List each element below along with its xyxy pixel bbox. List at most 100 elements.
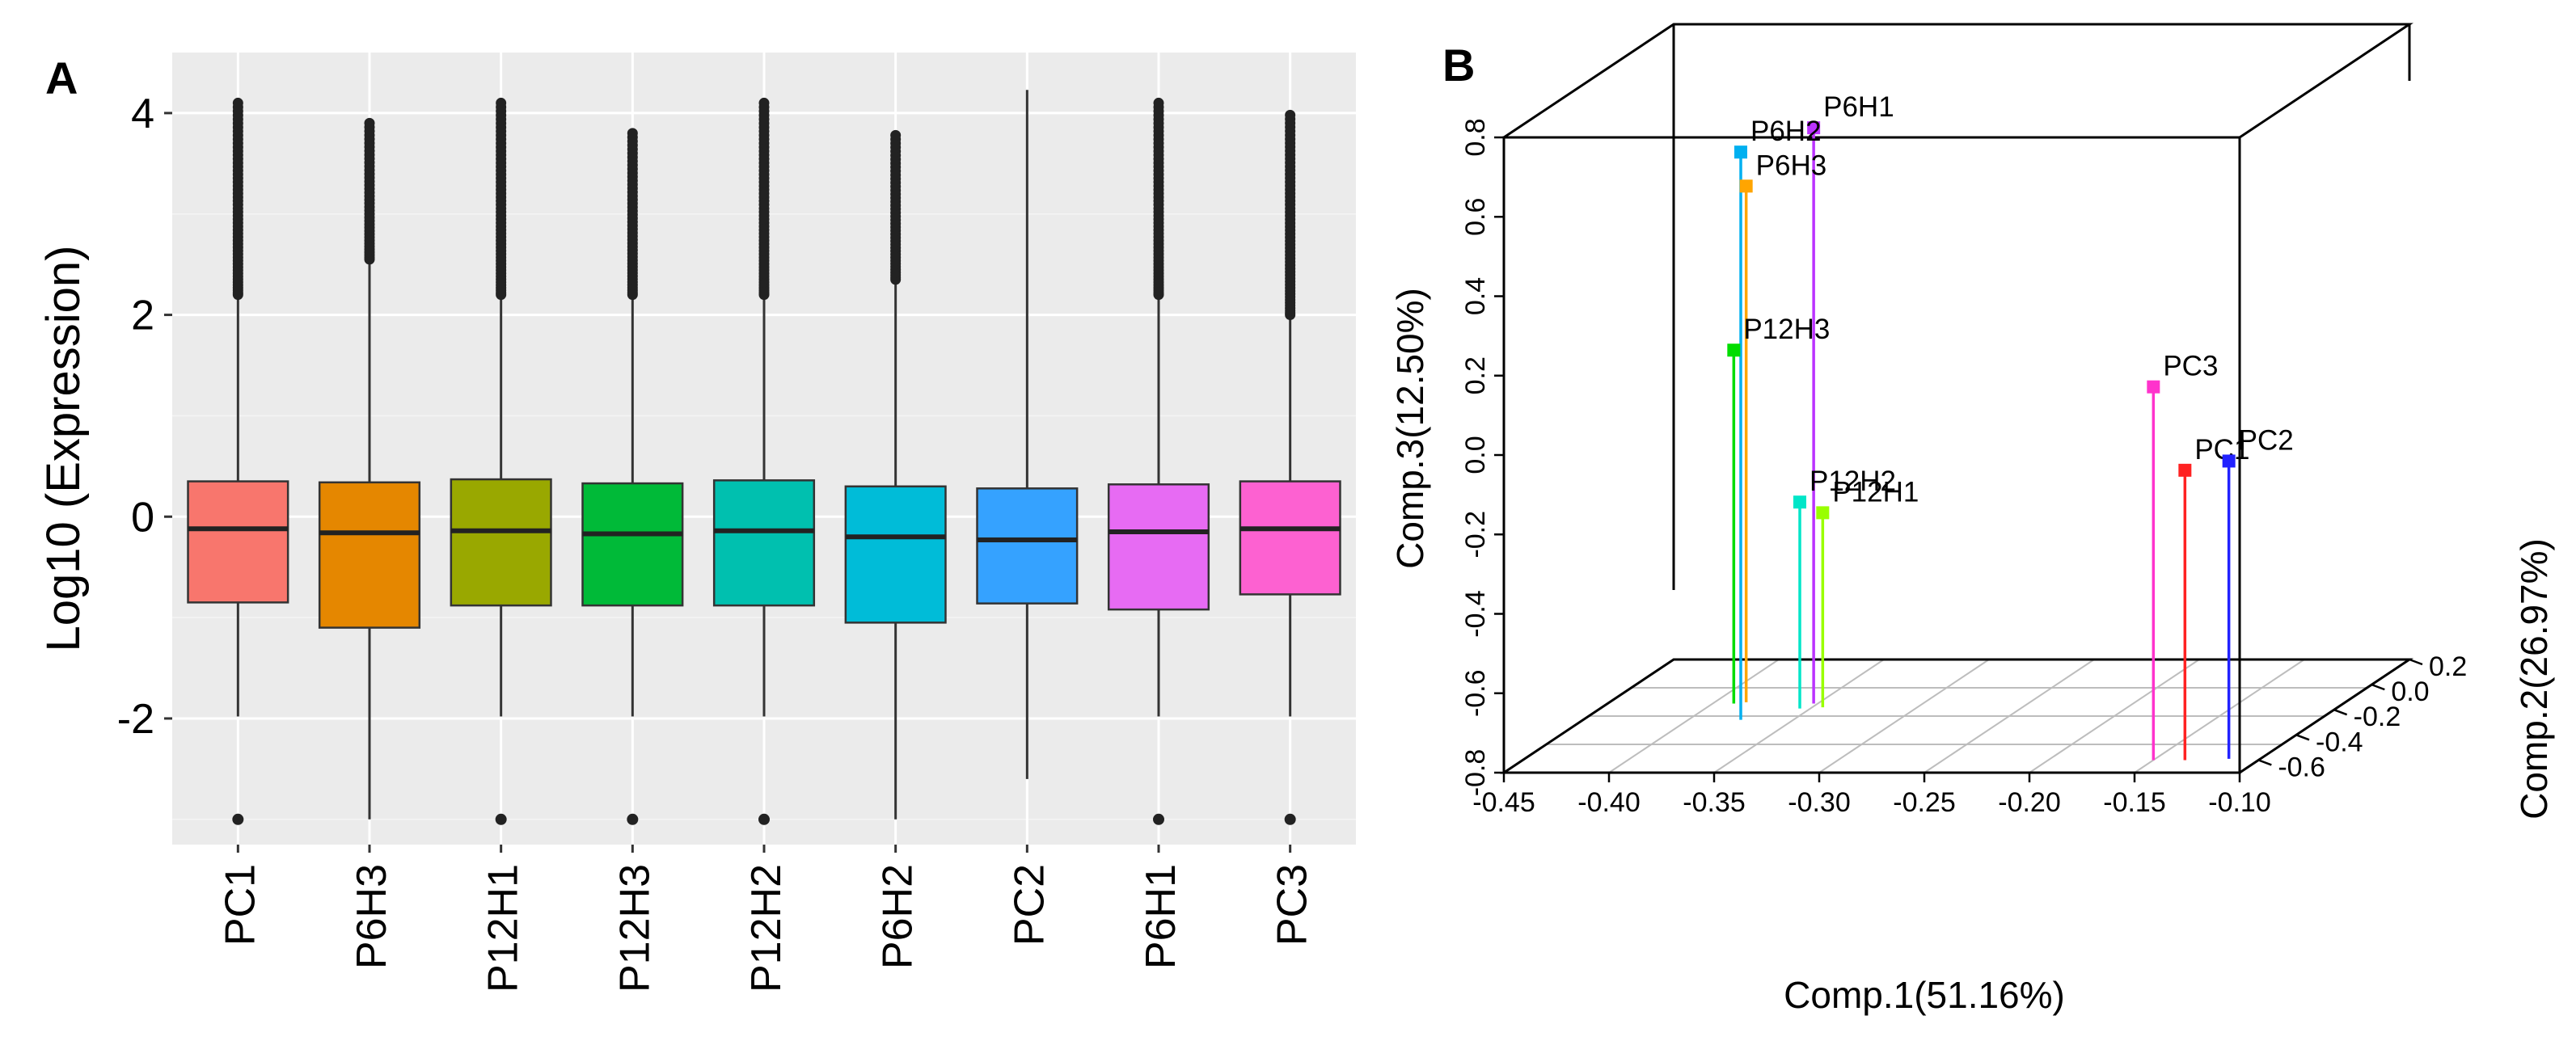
box-body	[318, 481, 421, 629]
outlier-point	[758, 97, 770, 108]
point-P6H2	[1734, 145, 1747, 159]
x-tick-label: PC2	[1006, 864, 1053, 946]
x-tick-label: P6H1	[1138, 864, 1185, 969]
outlier-point	[627, 128, 638, 139]
x-tick-label: P6H2	[875, 864, 922, 969]
y-tick-label: -0.2	[2354, 702, 2401, 732]
y-tick-label: 4	[131, 91, 154, 137]
outlier-point	[495, 813, 507, 825]
outlier-point	[890, 129, 902, 141]
point-label-P6H1: P6H1	[1823, 91, 1894, 123]
point-label-PC3: PC3	[2163, 351, 2218, 382]
x-tick-label: -0.40	[1577, 787, 1641, 818]
point-label-PC2: PC2	[2239, 424, 2294, 456]
y-axis-label: Log10 (Expression)	[37, 246, 90, 652]
box-P6H1	[1107, 97, 1210, 825]
box-body	[844, 485, 947, 624]
y-tick-label: -2	[117, 696, 154, 743]
top-face	[1503, 23, 2413, 139]
y-tick-label: 0.2	[2429, 651, 2467, 682]
z-tick-label: 0.4	[1460, 277, 1491, 315]
outlier-point	[1153, 813, 1164, 825]
box-body	[1239, 480, 1341, 596]
z-tick-label: 0.2	[1460, 356, 1491, 394]
point-P6H1	[1807, 121, 1821, 135]
outlier-point	[496, 97, 507, 108]
point-PC1	[2178, 463, 2192, 477]
point-PC2	[2222, 454, 2236, 468]
box-body	[450, 478, 552, 607]
z-axis-label: Comp.3(12.50%)	[1389, 288, 1431, 569]
box-P12H1	[450, 97, 552, 825]
z-tick-label: -0.6	[1460, 669, 1491, 717]
y-tick-mark	[2295, 734, 2310, 741]
y-tick-mark	[2371, 683, 2385, 691]
boxplots	[187, 90, 1341, 825]
x-tick-label: -0.10	[2208, 787, 2271, 818]
point-stems	[1732, 128, 2231, 761]
box-body	[581, 482, 684, 607]
box-PC3	[1239, 109, 1341, 825]
y-tick-mark	[2333, 709, 2348, 716]
box-body	[976, 487, 1079, 605]
outlier-point	[364, 117, 375, 129]
x-axis-ticks: PC1 P6H3 P12H1 P12H3 P12H2 P6H2 PC2 P6H1 PC3	[217, 845, 1316, 992]
y-tick-label: 2	[131, 293, 154, 339]
axis-ticks: -0.45 -0.40 -0.35 -0.30 -0.25 -0.20 -0.15 -0.10…	[1460, 118, 2467, 818]
point-label-PC1: PC1	[2194, 434, 2249, 466]
x-tick-label: -0.30	[1788, 787, 1851, 818]
z-tick-label: 0.0	[1460, 436, 1491, 474]
y-tick-label: -0.4	[2316, 727, 2363, 757]
x-tick-label: P12H3	[611, 864, 658, 992]
z-tick-label: -0.8	[1460, 749, 1491, 797]
panel-a-boxplot: A -2 0 2 4 PC1 P6H3 P12H1 P12H3 P12H2 P6H2 PC2 P6H…	[37, 53, 1356, 992]
point-label-P12H1: P12H1	[1832, 476, 1919, 508]
x-tick-label: P12H2	[743, 864, 790, 992]
x-tick-label: -0.35	[1683, 787, 1746, 818]
y-tick-mark	[2257, 759, 2272, 766]
point-label-P12H2: P12H2	[1810, 466, 1896, 497]
box-body	[187, 480, 289, 604]
box-P12H3	[581, 128, 684, 825]
box-P6H2	[844, 129, 947, 820]
outlier-point	[1153, 97, 1164, 108]
x-tick-label: -0.15	[2103, 787, 2166, 818]
box-P12H2	[712, 97, 816, 825]
panel-a-letter: A	[45, 53, 78, 103]
point-P6H3	[1739, 179, 1753, 193]
point-PC3	[2147, 380, 2160, 394]
x-tick-label: -0.20	[1998, 787, 2061, 818]
y-tick-label: 0.0	[2391, 676, 2429, 707]
x-tick-label: P12H1	[480, 864, 527, 992]
z-tick-label: 0.6	[1460, 198, 1491, 236]
box-P6H3	[318, 117, 421, 820]
y-axis-ticks: -2 0 2 4	[117, 91, 172, 743]
outlier-point	[1285, 109, 1296, 120]
point-label-P12H3: P12H3	[1743, 314, 1830, 345]
point-P12H2	[1793, 495, 1806, 509]
panel-b-letter: B	[1442, 40, 1475, 91]
x-tick-label: PC1	[217, 864, 264, 946]
y-tick-label: 0	[131, 494, 154, 541]
box-PC1	[187, 97, 289, 825]
z-tick-label: 0.8	[1460, 118, 1491, 156]
z-tick-label: -0.4	[1460, 590, 1491, 638]
point-P12H1	[1816, 506, 1830, 520]
x-axis-label: Comp.1(51.16%)	[1784, 974, 2065, 1016]
outlier-point	[232, 97, 243, 108]
front-face	[1502, 136, 2241, 774]
point-label-P6H2: P6H2	[1750, 116, 1822, 147]
outlier-point	[758, 813, 770, 825]
y-tick-mark	[2409, 658, 2423, 666]
x-tick-label: P6H3	[348, 864, 395, 969]
z-tick-label: -0.2	[1460, 511, 1491, 558]
y-tick-label: -0.6	[2278, 752, 2325, 782]
x-tick-label: -0.45	[1472, 787, 1535, 818]
x-tick-label: -0.25	[1893, 787, 1956, 818]
point-P12H3	[1727, 343, 1741, 357]
outlier-point	[627, 813, 639, 825]
floor-grid	[1500, 658, 2413, 774]
box-body	[1107, 483, 1210, 611]
